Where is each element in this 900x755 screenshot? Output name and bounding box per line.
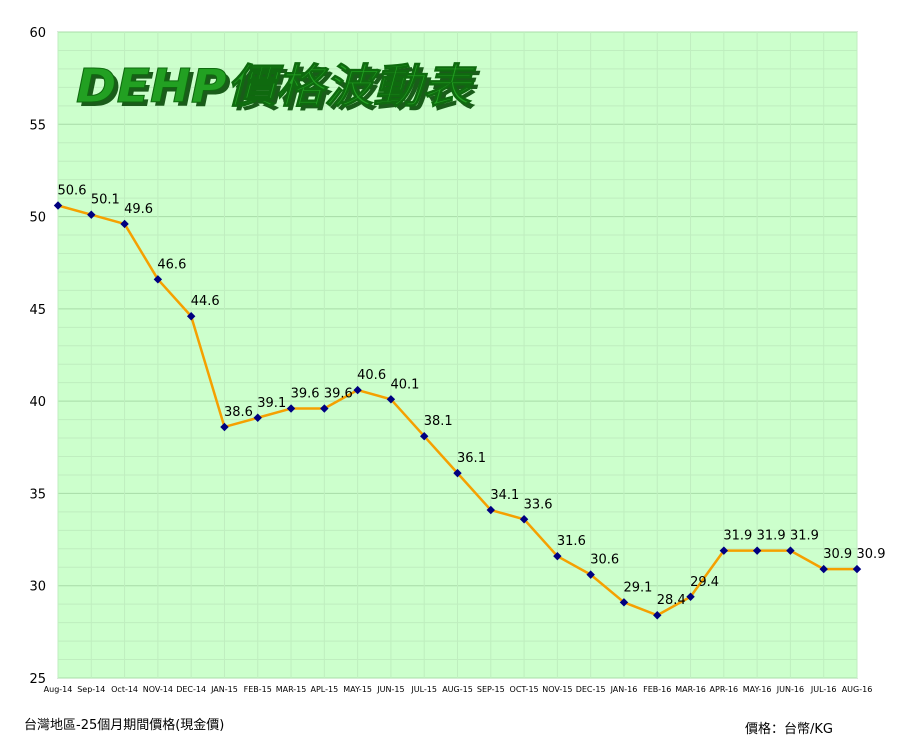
y-tick-label: 40 <box>29 395 46 410</box>
data-label: 34.1 <box>490 488 519 503</box>
footer-note-right: 價格：台幣/KG <box>745 722 833 737</box>
chart-title-group: DEHP價格波動表 DEHP價格波動表 <box>76 59 482 118</box>
data-label: 33.6 <box>524 497 553 512</box>
x-tick-label: NOV-14 <box>143 685 173 694</box>
data-point <box>586 570 595 579</box>
x-axis-ticks: Aug-14 Sep-14 Oct-14 NOV-14 DEC-14 JAN-15 FEB-… <box>44 685 873 694</box>
data-point <box>752 546 762 555</box>
data-label: 44.6 <box>191 294 220 309</box>
x-tick-label: Sep-14 <box>77 685 105 694</box>
data-labels: 50.6 50.1 49.6 46.6 44.6 38.6 39.1 39.6 39.6 40.6… <box>58 183 886 608</box>
x-tick-label: AUG-16 <box>842 685 873 694</box>
data-point <box>686 592 695 601</box>
data-label: 30.6 <box>590 553 619 568</box>
data-point <box>120 219 129 229</box>
data-label: 31.9 <box>790 529 819 544</box>
y-tick-label: 50 <box>29 211 46 226</box>
x-tick-label: JUN-15 <box>376 685 404 694</box>
data-point <box>519 515 529 524</box>
x-tick-label: MAR-15 <box>276 685 307 694</box>
gridlines <box>57 31 858 679</box>
y-tick-label: 25 <box>29 672 46 687</box>
x-tick-label: JUL-16 <box>810 685 837 694</box>
data-point <box>386 395 396 404</box>
data-label: 30.9 <box>823 547 852 562</box>
data-label: 28.4 <box>657 593 686 608</box>
x-tick-label: JAN-16 <box>610 685 638 694</box>
x-tick-label: JUL-15 <box>410 685 437 694</box>
x-tick-label: Oct-14 <box>111 685 138 694</box>
data-point <box>320 404 329 413</box>
chart-title: DEHP價格波動表 <box>76 59 477 113</box>
data-label: 31.9 <box>723 529 752 544</box>
data-point <box>653 611 662 620</box>
x-tick-label: MAY-15 <box>343 685 372 694</box>
data-label: 38.1 <box>424 414 453 429</box>
data-label: 49.6 <box>124 202 153 217</box>
data-label: 39.1 <box>257 396 286 411</box>
data-point <box>852 564 862 574</box>
x-tick-label: OCT-15 <box>510 685 539 694</box>
data-label: 50.1 <box>91 193 120 208</box>
data-label: 36.1 <box>457 451 486 466</box>
data-point <box>53 201 63 210</box>
data-point <box>619 598 629 607</box>
y-tick-label: 35 <box>29 487 46 502</box>
data-label: 29.4 <box>690 575 719 590</box>
data-point <box>819 564 828 574</box>
x-tick-label: JUN-16 <box>776 685 804 694</box>
data-point <box>220 422 229 432</box>
data-label: 30.9 <box>857 547 886 562</box>
data-label: 38.6 <box>224 405 253 420</box>
y-tick-label: 60 <box>29 26 46 41</box>
data-label: 29.1 <box>623 580 652 595</box>
x-tick-label: FEB-16 <box>643 685 671 694</box>
data-point <box>353 385 362 395</box>
y-tick-label: 45 <box>29 303 46 318</box>
x-tick-label: MAY-16 <box>743 685 772 694</box>
x-tick-label: MAR-16 <box>675 685 706 694</box>
x-tick-label: Aug-14 <box>44 685 73 694</box>
y-tick-label: 55 <box>29 118 46 133</box>
data-label: 46.6 <box>157 257 186 272</box>
data-label: 40.6 <box>357 368 386 383</box>
x-tick-label: JAN-15 <box>210 685 238 694</box>
data-point <box>719 546 729 555</box>
data-point <box>253 413 262 422</box>
data-point <box>486 505 495 515</box>
data-label: 50.6 <box>58 183 87 198</box>
data-label: 40.1 <box>390 377 419 392</box>
data-point <box>87 210 96 219</box>
data-point <box>153 275 163 284</box>
data-point <box>453 468 462 478</box>
data-point <box>186 312 196 321</box>
data-point <box>786 546 795 555</box>
data-label: 31.9 <box>757 529 786 544</box>
data-point <box>286 404 296 413</box>
x-tick-label: APR-16 <box>710 685 739 694</box>
footer-note-left: 台灣地區-25個月期間價格(現金價) <box>24 718 225 733</box>
x-tick-label: DEC-14 <box>176 685 206 694</box>
data-point <box>553 551 562 561</box>
y-axis-ticks: 25 30 35 40 45 50 55 60 <box>29 26 46 687</box>
x-tick-label: FEB-15 <box>244 685 272 694</box>
data-label: 39.6 <box>291 387 320 402</box>
x-tick-label: DEC-15 <box>576 685 606 694</box>
x-tick-label: APL-15 <box>310 685 338 694</box>
series-markers <box>53 201 862 620</box>
x-tick-label: SEP-15 <box>477 685 505 694</box>
chart-title-shadow: DEHP價格波動表 <box>80 63 481 117</box>
data-label: 39.6 <box>324 387 353 402</box>
y-tick-label: 30 <box>29 580 46 595</box>
data-label: 31.6 <box>557 534 586 549</box>
x-tick-label: NOV-15 <box>542 685 572 694</box>
data-point <box>420 432 429 441</box>
x-tick-label: AUG-15 <box>442 685 473 694</box>
